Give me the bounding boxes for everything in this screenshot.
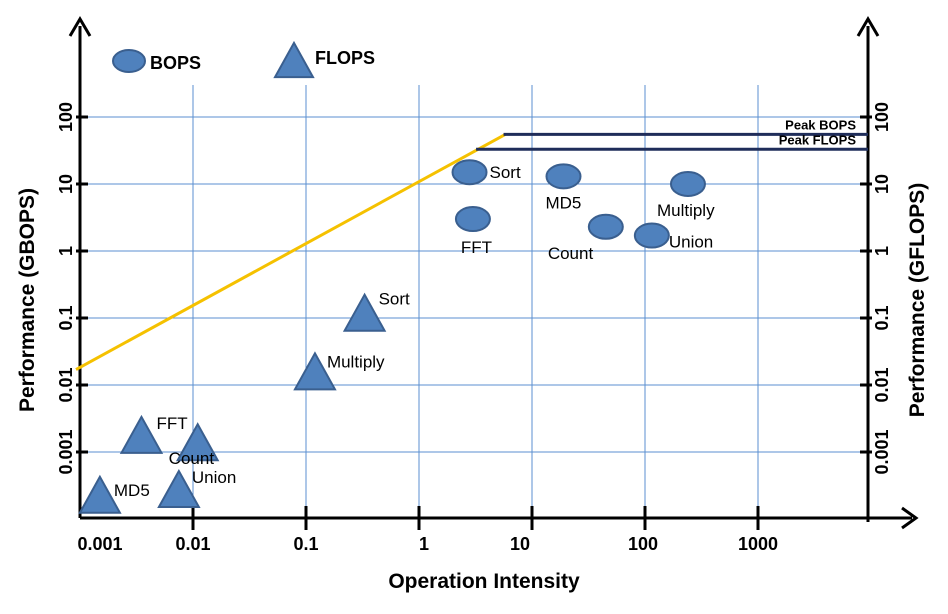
x-tick-label: 0.01 [175, 534, 210, 554]
y-axis-title-left: Performance (GBOPS) [16, 188, 39, 412]
y-tick-labels-left: 0.001 0.01 0.1 1 10 100 [56, 102, 76, 475]
bops-label-fft: FFT [461, 238, 492, 257]
flops-label-fft: FFT [156, 414, 187, 433]
peak-label: Peak FLOPS [779, 132, 857, 147]
bops-point-count [587, 213, 624, 240]
y-tick-label-left: 0.01 [56, 367, 76, 402]
flops-point-multiply [293, 351, 337, 391]
legend: BOPS FLOPS [112, 40, 375, 79]
peak-label: Peak BOPS [785, 117, 856, 132]
legend-bops-label: BOPS [150, 53, 201, 73]
x-axis-title: Operation Intensity [388, 570, 580, 593]
x-tick-label: 0.001 [77, 534, 122, 554]
bops-label-union: Union [669, 233, 713, 252]
y-tick-label-left: 0.1 [56, 305, 76, 330]
flops-label-sort: Sort [379, 290, 410, 309]
y-tick-label-left: 10 [56, 174, 76, 194]
x-tick-label: 0.1 [293, 534, 318, 554]
x-tick-labels: 0.001 0.01 0.1 1 10 100 1000 [77, 534, 778, 554]
x-tick-label: 1 [419, 534, 429, 554]
legend-bops-marker [112, 49, 146, 73]
bops-label-md5: MD5 [545, 193, 581, 212]
axes [68, 16, 919, 530]
bops-point-sort [451, 159, 488, 186]
flops-label-md5: MD5 [114, 481, 150, 500]
x-axis-arrow [901, 506, 919, 530]
bops-point-md5 [545, 163, 582, 190]
flops-label-count: Count [169, 449, 215, 468]
y-tick-label-left: 0.001 [56, 429, 76, 474]
y-tick-label-left: 100 [56, 102, 76, 132]
y-tick-label-right: 0.001 [872, 429, 892, 474]
flops-point-count [175, 422, 220, 462]
roofline-slope [75, 133, 506, 371]
flops-point-sort [342, 292, 387, 332]
y-axis-right-arrow [856, 16, 880, 37]
x-tick-label: 10 [510, 534, 530, 554]
bops-point-fft [454, 206, 491, 233]
legend-flops-marker [273, 40, 315, 79]
flops-point-union [157, 468, 201, 509]
y-tick-label-right: 0.01 [872, 367, 892, 402]
bops-label-sort: Sort [490, 163, 521, 182]
y-tick-label-left: 1 [56, 246, 76, 256]
y-tick-label-right: 100 [872, 102, 892, 132]
y-axis-left-arrow [68, 16, 92, 37]
flops-label-union: Union [192, 468, 236, 487]
bops-point-multiply [669, 171, 706, 197]
y-axis-title-right: Performance (GFLOPS) [906, 183, 929, 418]
flops-point-md5 [78, 474, 122, 514]
x-tick-label: 1000 [738, 534, 778, 554]
y-tick-label-right: 1 [872, 246, 892, 256]
flops-point-fft [119, 414, 164, 454]
flops-label-multiply: Multiply [327, 352, 385, 371]
y-tick-label-right: 0.1 [872, 305, 892, 330]
y-tick-label-right: 10 [872, 174, 892, 194]
legend-flops-label: FLOPS [315, 48, 375, 68]
bops-point-union [633, 222, 670, 249]
bops-label-multiply: Multiply [657, 201, 715, 220]
y-tick-labels-right: 0.001 0.01 0.1 1 10 100 [872, 102, 892, 475]
x-tick-label: 100 [628, 534, 658, 554]
bops-label-count: Count [548, 244, 594, 263]
